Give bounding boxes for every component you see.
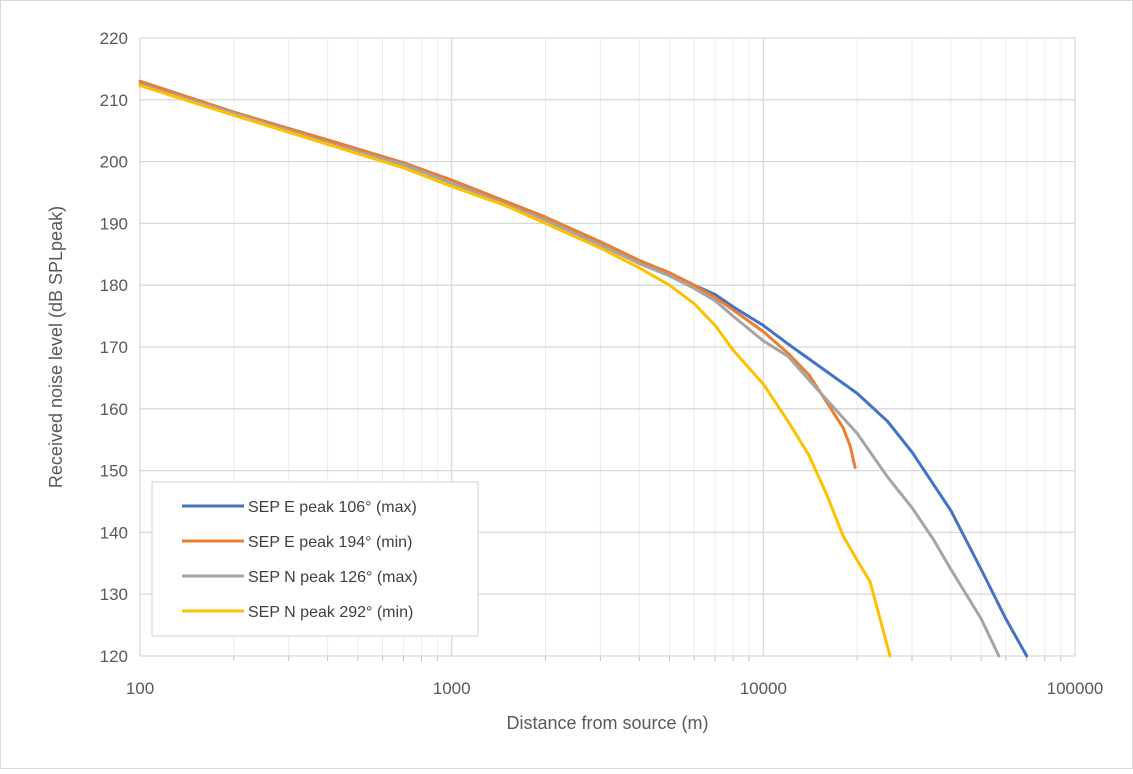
tick-labels: 120 130 140 150 160 170 180 190 200 210 220 100 1000… xyxy=(100,29,1104,698)
x-tick-label: 1000 xyxy=(433,679,471,698)
legend-label: SEP N peak 292° (min) xyxy=(248,604,413,621)
y-tick-label: 160 xyxy=(100,400,128,419)
series-line-3 xyxy=(138,82,1001,658)
y-tick-label: 150 xyxy=(100,462,128,481)
y-tick-label: 120 xyxy=(100,647,128,666)
y-tick-label: 220 xyxy=(100,29,128,48)
legend: SEP E peak 106° (max) SEP E peak 194° (mi… xyxy=(151,481,479,637)
legend-label: SEP E peak 194° (min) xyxy=(248,534,412,551)
y-tick-label: 200 xyxy=(100,153,128,172)
y-tick-label: 180 xyxy=(100,276,128,295)
x-tick-label: 10000 xyxy=(740,679,787,698)
y-tick-label: 210 xyxy=(100,91,128,110)
grid xyxy=(139,37,1076,661)
data-series xyxy=(138,79,1029,658)
x-axis-title: Distance from source (m) xyxy=(506,713,708,733)
y-tick-label: 170 xyxy=(100,338,128,357)
y-tick-label: 140 xyxy=(100,523,128,542)
x-tick-label: 100000 xyxy=(1047,679,1104,698)
y-axis-title: Received noise level (dB SPLpeak) xyxy=(46,206,66,488)
series-line-4 xyxy=(138,84,892,658)
y-tick-label: 190 xyxy=(100,214,128,233)
x-tick-label: 100 xyxy=(126,679,154,698)
y-tick-label: 130 xyxy=(100,585,128,604)
legend-label: SEP E peak 106° (max) xyxy=(248,499,417,516)
legend-label: SEP N peak 126° (max) xyxy=(248,569,418,586)
